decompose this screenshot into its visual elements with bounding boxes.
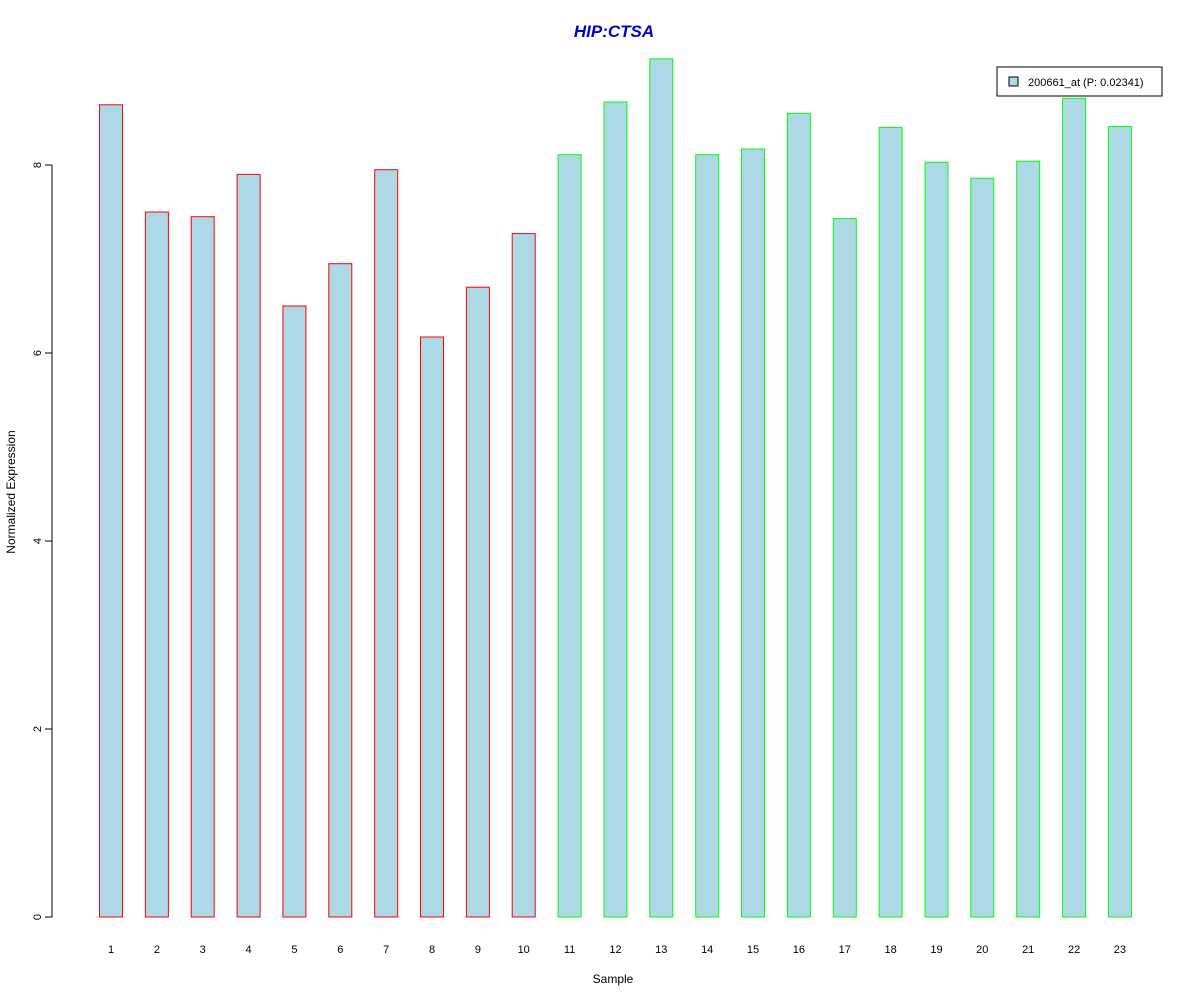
x-tick-label: 4 (246, 944, 252, 956)
bar (328, 263, 353, 918)
bar (1016, 160, 1041, 918)
y-tick-label: 4 (32, 538, 44, 544)
y-axis-title: Normalized Expression (4, 430, 18, 553)
bar (465, 286, 490, 918)
x-tick-label: 14 (701, 944, 713, 956)
bar (99, 104, 123, 918)
y-tick-label: 6 (32, 350, 44, 356)
bar (695, 154, 720, 918)
bar (786, 112, 811, 918)
legend-label: 200661_at (P: 0.02341) (1028, 77, 1144, 89)
bar (282, 305, 307, 918)
chart-title: HIP:CTSA (574, 22, 654, 41)
y-tick-label: 8 (32, 162, 44, 168)
x-tick-label: 21 (1022, 944, 1034, 956)
bar (236, 173, 261, 918)
x-tick-label: 6 (337, 944, 343, 956)
x-axis-title: Sample (593, 972, 634, 986)
x-tick-label: 8 (429, 944, 435, 956)
bar (511, 233, 536, 918)
bar (144, 211, 169, 918)
x-tick-label: 3 (200, 944, 206, 956)
bar (374, 169, 399, 918)
bar (878, 126, 903, 918)
y-axis: 0 2 4 6 8 (32, 162, 53, 920)
bar (1062, 97, 1087, 918)
x-tick-labels: 1 2 3 4 5 6 7 8 9 10 11 12 13 14 15 16 17 18 19 20 21 22 23 (108, 944, 1126, 956)
x-tick-label: 15 (747, 944, 759, 956)
y-tick-label: 0 (32, 914, 44, 920)
x-tick-label: 18 (884, 944, 896, 956)
bar (420, 336, 444, 918)
bar (970, 177, 995, 918)
x-tick-label: 7 (383, 944, 389, 956)
x-tick-label: 1 (108, 944, 114, 956)
x-tick-label: 10 (518, 944, 530, 956)
x-tick-label: 9 (475, 944, 481, 956)
x-tick-label: 20 (976, 944, 988, 956)
x-tick-label: 17 (839, 944, 851, 956)
legend-swatch (1008, 76, 1019, 87)
y-tick-label: 2 (32, 726, 44, 732)
bar (649, 58, 674, 918)
bar (741, 148, 765, 918)
legend-box (996, 66, 1163, 97)
legend: 200661_at (P: 0.02341) (996, 66, 1163, 97)
x-tick-label: 2 (154, 944, 160, 956)
bar (603, 101, 628, 918)
bar (1107, 126, 1132, 918)
bar (924, 161, 949, 918)
x-tick-label: 11 (564, 944, 575, 956)
x-tick-label: 22 (1068, 944, 1080, 956)
x-tick-label: 12 (609, 944, 621, 956)
bar (190, 216, 215, 918)
bars-group (99, 58, 1132, 918)
x-tick-label: 5 (291, 944, 297, 956)
bar (557, 154, 582, 918)
x-tick-label: 16 (793, 944, 805, 956)
x-tick-label: 19 (930, 944, 942, 956)
x-tick-label: 13 (655, 944, 667, 956)
x-tick-label: 23 (1114, 944, 1126, 956)
bar (832, 218, 857, 918)
